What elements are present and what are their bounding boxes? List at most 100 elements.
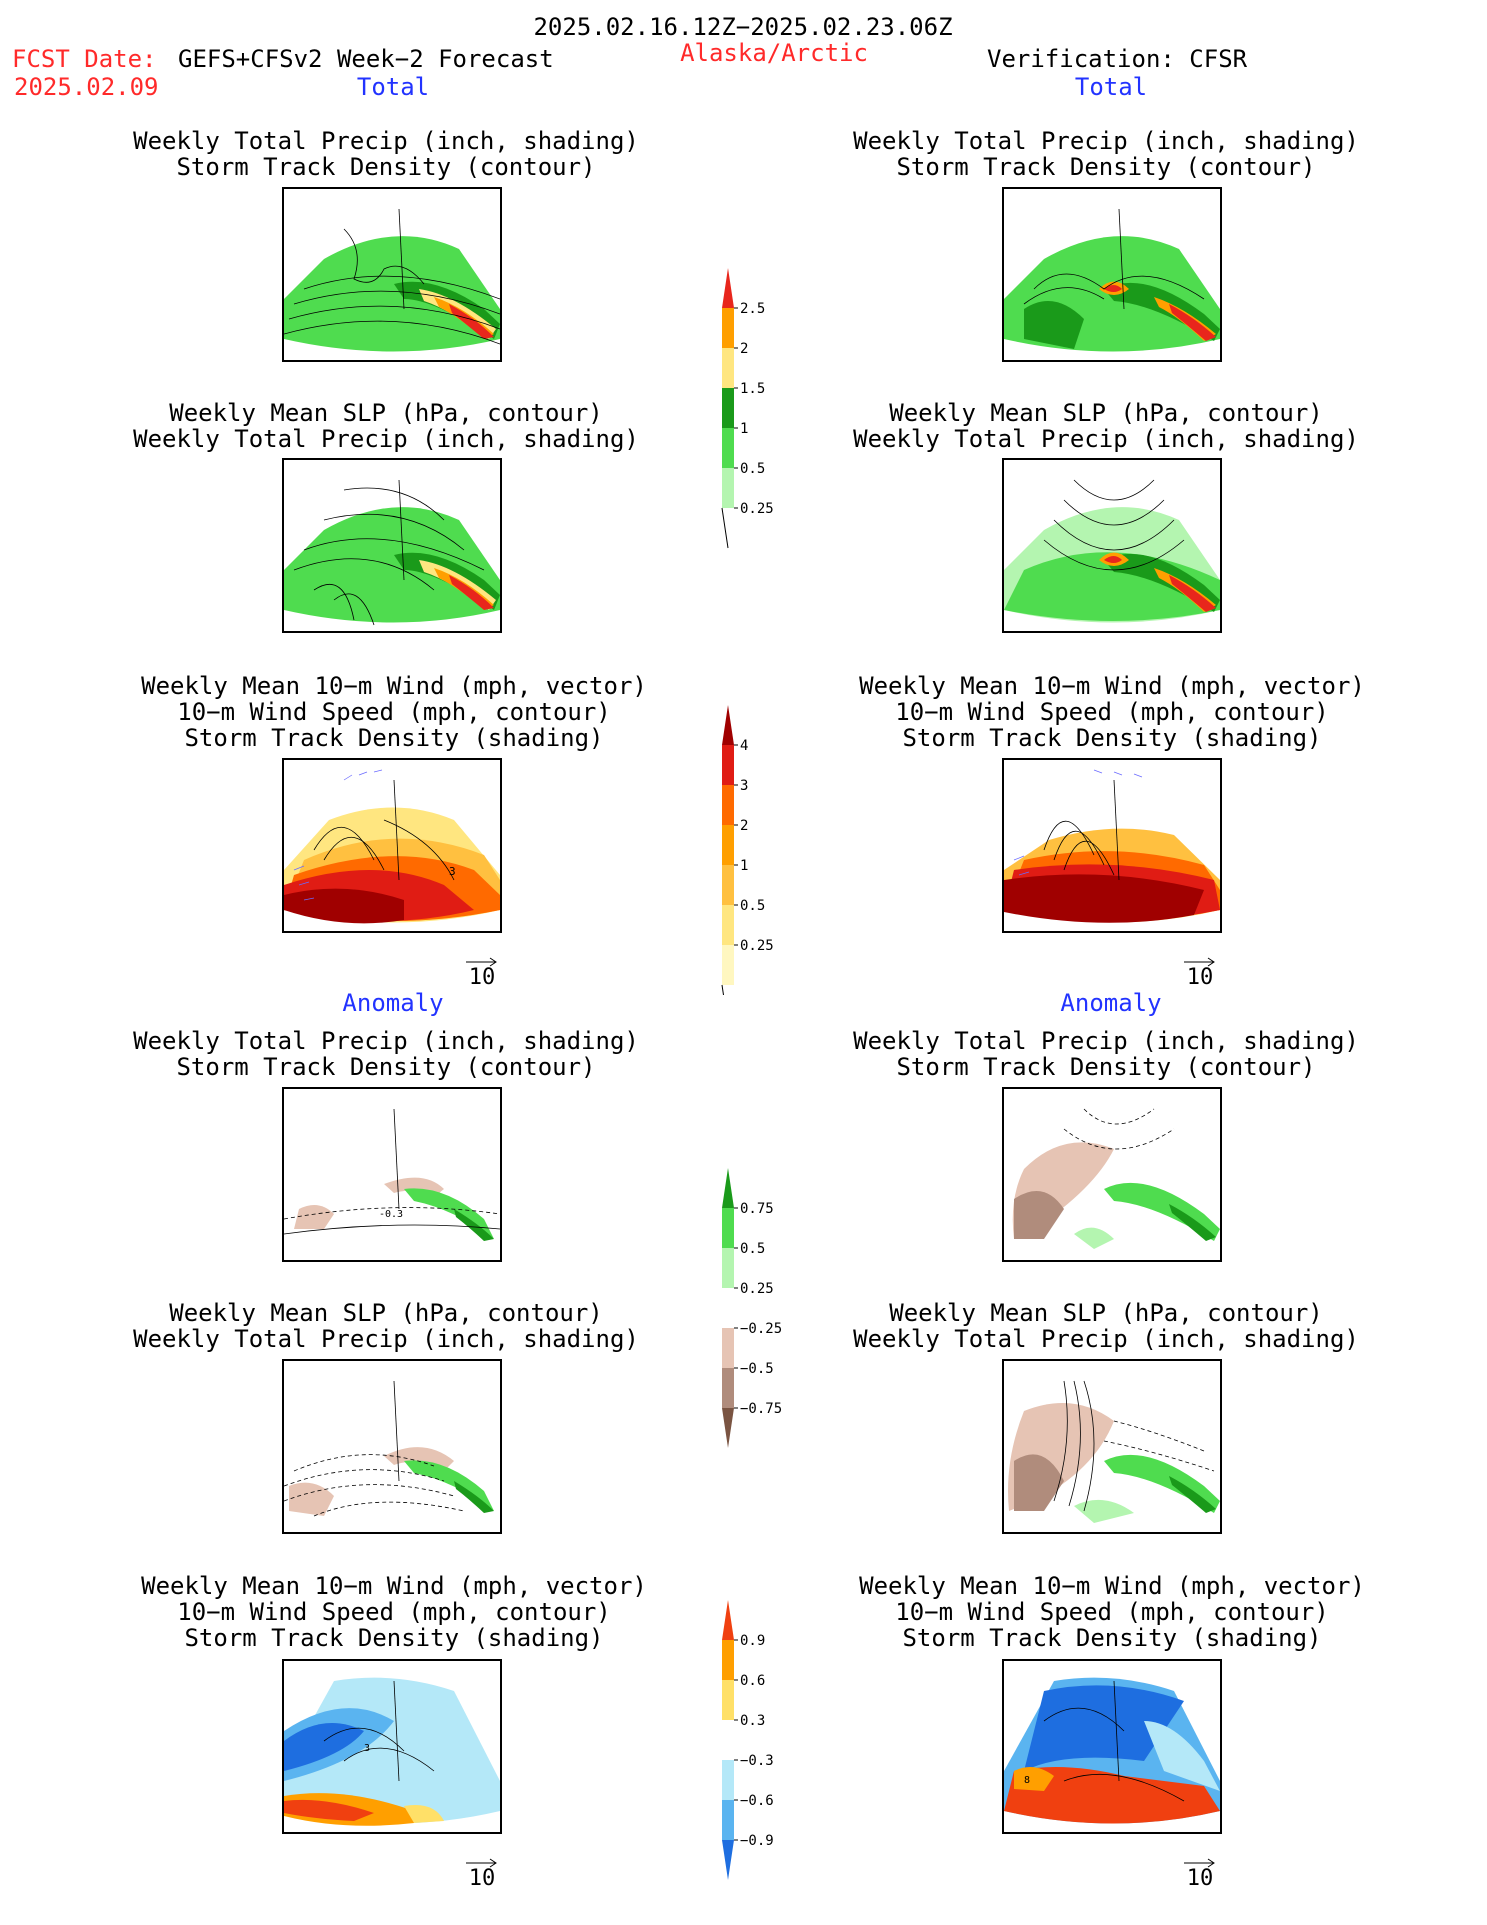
title-line: Storm Track Density (shading) — [902, 1624, 1322, 1652]
panel-title-total-slp-precip-left: Weekly Mean SLP (hPa, contour) Weekly To… — [133, 400, 639, 452]
panel-title-total-slp-precip-right: Weekly Mean SLP (hPa, contour) Weekly To… — [853, 400, 1359, 452]
colorbar-segment — [722, 1328, 734, 1368]
map-graphic: 3 — [284, 1677, 500, 1826]
title-line: Weekly Mean 10−m Wind (mph, vector) — [141, 672, 647, 700]
colorbar-label: −0.5 — [740, 1361, 774, 1377]
title-line: 10−m Wind Speed (mph, contour) — [177, 698, 611, 726]
colorbar-label: 1.5 — [740, 381, 765, 397]
colorbar-segment — [722, 1208, 734, 1248]
arrow-right-icon — [1184, 1858, 1215, 1868]
title-line: Storm Track Density (contour) — [176, 153, 596, 181]
colorbar-total-precip: 2.5 2 1.5 1 0.5 0.25 — [721, 268, 774, 549]
map-total-wind-left: 3 — [282, 758, 502, 933]
colorbar-tip — [722, 1408, 734, 1448]
map-graphic: -0.3 — [284, 1108, 500, 1241]
title-line: Weekly Total Precip (inch, shading) — [853, 1325, 1359, 1353]
arrow-right-icon — [466, 957, 497, 967]
colorbar-label: −0.75 — [740, 1401, 782, 1417]
panel-title-anom-slp-precip-left: Weekly Mean SLP (hPa, contour) Weekly To… — [133, 1300, 639, 1352]
panel-title-anom-precip-storm-left: Weekly Total Precip (inch, shading) Stor… — [133, 1028, 639, 1080]
map-total-wind-right — [1002, 758, 1222, 933]
colorbar-label: 1 — [740, 858, 748, 874]
colorbar-segment — [722, 1760, 734, 1800]
map-graphic — [1012, 1108, 1220, 1249]
colorbar-label: 0.5 — [740, 898, 765, 914]
panel-title-anom-precip-storm-right: Weekly Total Precip (inch, shading) Stor… — [853, 1028, 1359, 1080]
vector-reference-label: 10 — [1186, 1866, 1214, 1891]
colorbar-label: 0.6 — [740, 1673, 765, 1689]
colorbar-segment — [722, 945, 734, 985]
vector-reference-total-left: 10 — [462, 957, 502, 989]
colorbar-tip — [722, 1168, 734, 1208]
colorbar-label: 0.25 — [740, 938, 774, 954]
colorbar-tip — [722, 1600, 734, 1640]
title-line: Weekly Mean SLP (hPa, contour) — [169, 399, 603, 427]
map-graphic — [1008, 1380, 1220, 1523]
title-line: Storm Track Density (contour) — [896, 1053, 1316, 1081]
colorbar-segment — [722, 785, 734, 825]
section-anomaly-right: Anomaly — [1060, 989, 1162, 1017]
map-graphic — [1004, 208, 1220, 352]
colorbar-label: 0.3 — [740, 1713, 765, 1729]
colorbar-tail — [721, 984, 725, 995]
section-anomaly-left: Anomaly — [342, 989, 444, 1017]
colorbar-segment — [722, 1680, 734, 1720]
map-graphic: 3 — [284, 769, 500, 924]
colorbar-segment — [722, 1368, 734, 1408]
title-line: Storm Track Density (contour) — [896, 153, 1316, 181]
title-line: Weekly Total Precip (inch, shading) — [133, 1027, 639, 1055]
colorbar-tip — [722, 1840, 734, 1880]
colorbar-segment — [722, 388, 734, 428]
colorbar-label: 2 — [740, 341, 748, 357]
title-line: Storm Track Density (contour) — [176, 1053, 596, 1081]
colorbar-tip — [722, 268, 734, 308]
panel-title-total-wind-right: Weekly Mean 10−m Wind (mph, vector) 10−m… — [859, 673, 1365, 751]
title-line: Weekly Mean 10−m Wind (mph, vector) — [141, 1572, 647, 1600]
map-graphic — [284, 1380, 494, 1517]
region-name: Alaska/Arctic — [680, 39, 868, 67]
title-line: Storm Track Density (shading) — [902, 724, 1322, 752]
colorbar-label: 1 — [740, 421, 748, 437]
colorbar-segment — [722, 468, 734, 508]
colorbar-segment — [722, 825, 734, 865]
contour-label: 3 — [364, 1743, 370, 1754]
colorbar-segment — [722, 905, 734, 945]
model-name: GEFS+CFSv2 Week−2 Forecast — [178, 45, 554, 73]
map-anom-wind-left: 3 — [282, 1659, 502, 1834]
colorbar-label: −0.6 — [740, 1793, 774, 1809]
title-line: 10−m Wind Speed (mph, contour) — [177, 1598, 611, 1626]
map-total-precip-storm-right — [1002, 187, 1222, 362]
map-graphic — [1004, 479, 1220, 623]
vector-reference-label: 10 — [468, 965, 496, 990]
map-graphic — [284, 208, 500, 352]
colorbar-segment — [722, 1288, 734, 1328]
arrow-right-icon — [1184, 957, 1215, 967]
colorbar-anom-storm-density: 0.9 0.6 0.3 −0.3 −0.6 −0.9 — [722, 1600, 774, 1880]
colorbar-label: −0.9 — [740, 1833, 774, 1849]
contour-label: -0.3 — [379, 1209, 403, 1220]
colorbar-label: −0.3 — [740, 1753, 774, 1769]
colorbar-anom-precip: 0.75 0.5 0.25 −0.25 −0.5 −0.75 — [722, 1168, 782, 1448]
title-line: Weekly Mean SLP (hPa, contour) — [889, 1299, 1323, 1327]
title-line: Weekly Mean SLP (hPa, contour) — [889, 399, 1323, 427]
map-graphic: 8 — [1004, 1677, 1220, 1824]
title-line: Weekly Mean 10−m Wind (mph, vector) — [859, 672, 1365, 700]
map-total-precip-storm-left — [282, 187, 502, 362]
panel-title-anom-wind-right: Weekly Mean 10−m Wind (mph, vector) 10−m… — [859, 1573, 1365, 1651]
colorbar-label: 2.5 — [740, 301, 765, 317]
title-line: Weekly Total Precip (inch, shading) — [853, 1027, 1359, 1055]
colorbar-segment — [722, 865, 734, 905]
colorbar-label: 0.5 — [740, 461, 765, 477]
colorbar-label: 4 — [740, 738, 748, 754]
colorbar-total-storm-density: 4 3 2 1 0.5 0.25 — [721, 705, 774, 995]
title-line: Weekly Total Precip (inch, shading) — [853, 425, 1359, 453]
section-total-right: Total — [1074, 73, 1148, 101]
title-line: 10−m Wind Speed (mph, contour) — [895, 1598, 1329, 1626]
colorbar-segment — [722, 348, 734, 388]
colorbar-segment — [722, 428, 734, 468]
map-anom-precip-storm-left: -0.3 — [282, 1087, 502, 1262]
map-anom-wind-right: 8 — [1002, 1659, 1222, 1834]
title-line: Weekly Total Precip (inch, shading) — [133, 1325, 639, 1353]
title-line: Weekly Total Precip (inch, shading) — [853, 127, 1359, 155]
contour-label: 3 — [449, 865, 456, 878]
